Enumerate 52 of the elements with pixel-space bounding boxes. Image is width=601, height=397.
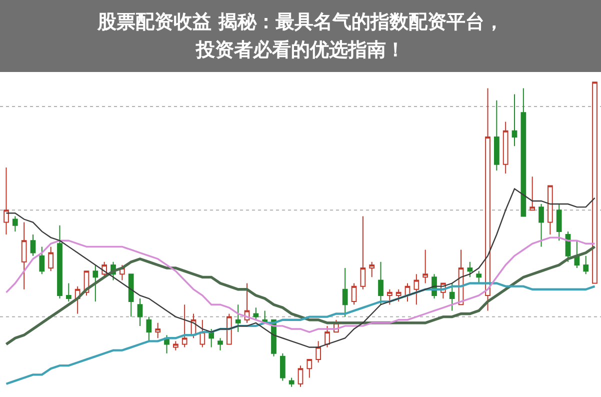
candlestick bbox=[288, 377, 294, 388]
candlestick bbox=[253, 307, 259, 320]
candlestick bbox=[30, 234, 36, 256]
candlestick bbox=[530, 176, 536, 211]
candlestick bbox=[146, 316, 152, 342]
candlestick bbox=[155, 322, 161, 339]
candlestick bbox=[4, 166, 9, 235]
candlestick bbox=[449, 282, 455, 312]
candlestick bbox=[208, 328, 214, 348]
candlestick bbox=[324, 325, 330, 348]
candlestick bbox=[414, 274, 420, 306]
candlestick bbox=[342, 268, 348, 318]
candlestick bbox=[422, 249, 428, 284]
candlestick bbox=[226, 313, 232, 345]
chart-title: 股票配资收益 揭秘：最具名气的指数配资平台，投资者必看的优选指南！ bbox=[96, 10, 504, 63]
candlestick bbox=[48, 246, 54, 272]
candlestick bbox=[369, 261, 375, 278]
candlestick bbox=[172, 340, 178, 351]
candlestick bbox=[538, 204, 544, 248]
candlestick bbox=[21, 222, 27, 290]
candlestick bbox=[520, 88, 526, 217]
candlestick bbox=[280, 352, 286, 382]
candlestick bbox=[378, 261, 384, 306]
candlestick bbox=[316, 340, 322, 364]
candlestick bbox=[476, 270, 482, 284]
candlestick bbox=[467, 261, 473, 278]
candlestick bbox=[556, 204, 562, 242]
candlestick bbox=[92, 264, 98, 302]
candlestick bbox=[66, 282, 72, 302]
candlestick bbox=[360, 216, 366, 290]
candlestick bbox=[137, 298, 143, 326]
candlestick bbox=[351, 282, 357, 306]
candlestick bbox=[502, 121, 508, 174]
candlestick bbox=[574, 240, 580, 269]
candlestick bbox=[57, 224, 62, 300]
candlestick bbox=[547, 185, 553, 235]
candlestick bbox=[512, 94, 518, 147]
candlestick bbox=[494, 100, 500, 171]
candlestick bbox=[12, 216, 18, 232]
candlestick bbox=[235, 304, 241, 333]
candlestick bbox=[592, 82, 598, 284]
candlestick bbox=[182, 304, 188, 348]
candlestick bbox=[306, 358, 312, 378]
candlestick bbox=[485, 88, 490, 312]
candlestick bbox=[200, 319, 206, 348]
candlestick bbox=[298, 365, 304, 388]
candlestick bbox=[128, 274, 134, 318]
candlestick bbox=[396, 288, 402, 302]
candlestick bbox=[583, 255, 589, 275]
candlestick bbox=[386, 288, 392, 306]
candlestick bbox=[39, 246, 45, 275]
candlestick bbox=[218, 338, 223, 351]
